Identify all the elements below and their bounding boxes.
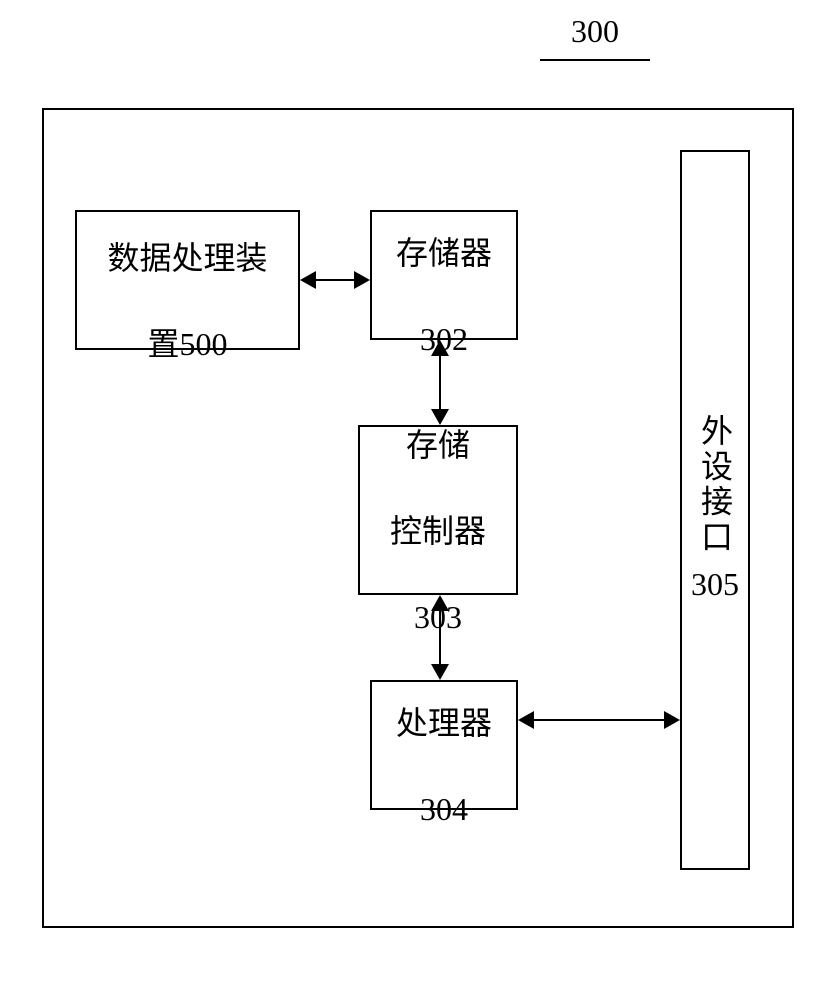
edge-memctrl-processor-line — [439, 611, 441, 664]
node-peripheral-line1: 外设接口 — [697, 414, 733, 555]
diagram-canvas: 300 数据处理装 置500 存储器 302 存储 控制器 303 处理器 30… — [0, 0, 822, 1000]
edge-dataproc-memory-head-right — [354, 271, 370, 289]
figure-number-text: 300 — [571, 13, 619, 49]
node-memory: 存储器 302 — [370, 210, 518, 340]
edge-memory-memctrl-head-up — [431, 340, 449, 356]
edge-memctrl-processor-head-down — [431, 664, 449, 680]
node-data-processing-line2: 置500 — [147, 326, 227, 362]
edge-processor-periph-line — [534, 719, 664, 721]
edge-dataproc-memory-line — [316, 279, 354, 281]
node-processor: 处理器 304 — [370, 680, 518, 810]
node-data-processing-line1: 数据处理装 — [107, 240, 267, 276]
edge-memory-memctrl-head-down — [431, 409, 449, 425]
node-processor-line1: 处理器 — [396, 705, 492, 741]
node-memory-controller: 存储 控制器 303 — [358, 425, 518, 595]
edge-dataproc-memory-head-left — [300, 271, 316, 289]
node-peripheral-interface: 外设接口 305 — [680, 150, 750, 870]
node-peripheral-line2: 305 — [691, 563, 739, 606]
node-memory-controller-line1: 存储 — [406, 427, 470, 463]
node-processor-line2: 304 — [420, 791, 468, 827]
edge-processor-periph-head-left — [518, 711, 534, 729]
edge-processor-periph-head-right — [664, 711, 680, 729]
edge-memory-memctrl-line — [439, 356, 441, 409]
edge-memctrl-processor-head-up — [431, 595, 449, 611]
node-data-processing: 数据处理装 置500 — [75, 210, 300, 350]
node-memory-controller-line2: 控制器 — [390, 513, 486, 549]
node-memory-line1: 存储器 — [396, 235, 492, 271]
figure-number-underline — [540, 59, 650, 61]
figure-number: 300 — [540, 10, 650, 61]
